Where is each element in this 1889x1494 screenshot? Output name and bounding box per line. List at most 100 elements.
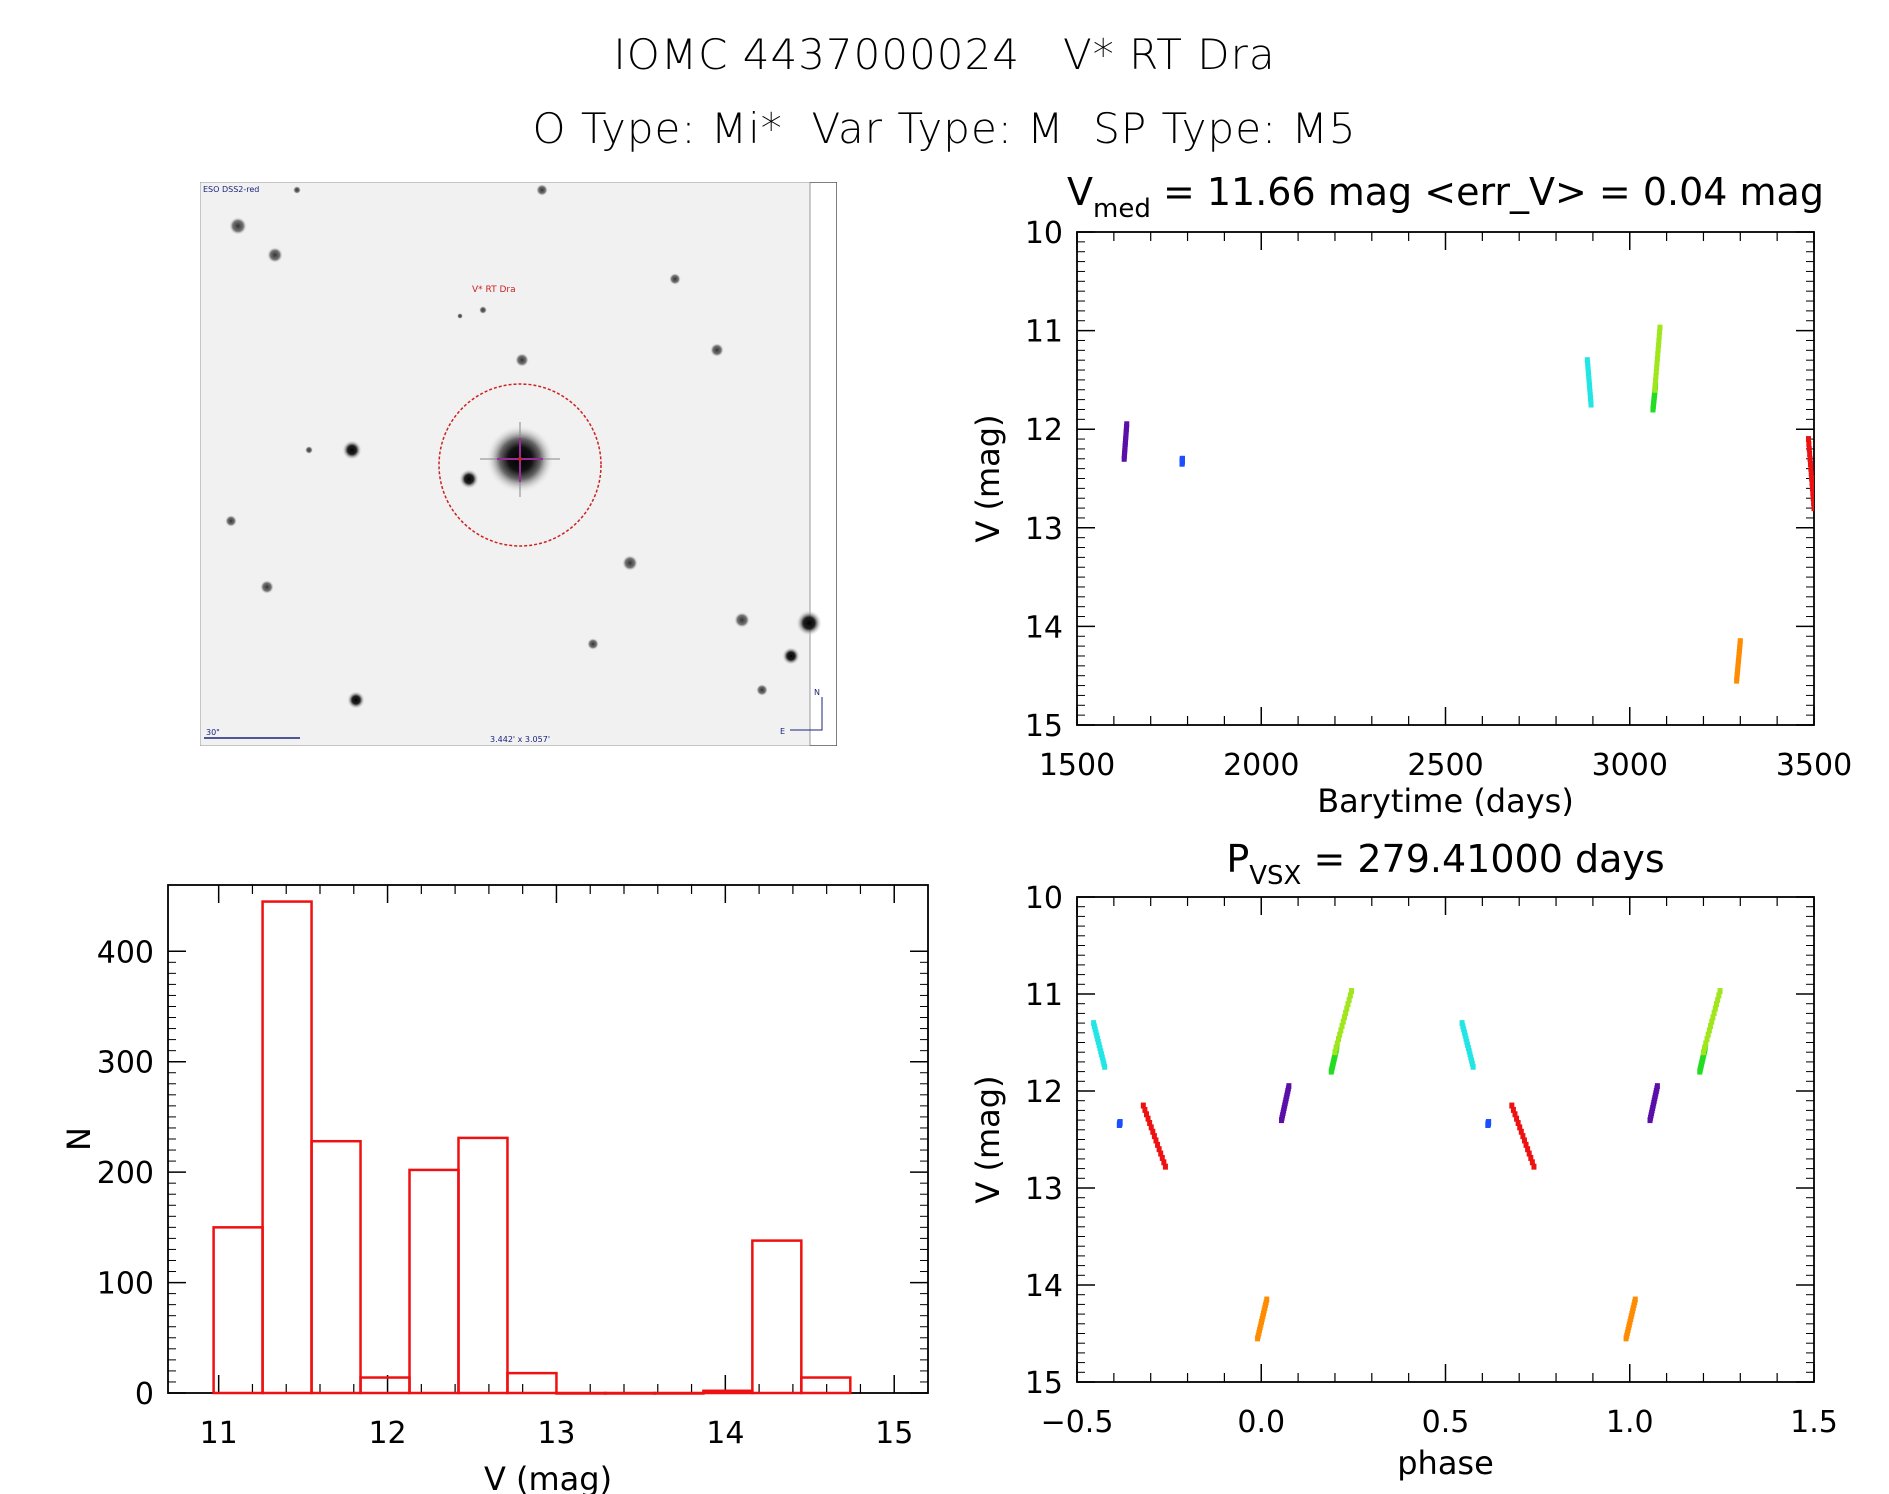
x-tick-label: 11 [200,1416,238,1451]
data-point [1523,1141,1529,1148]
y-tick-label: 14 [1025,610,1063,645]
data-point [1461,1026,1467,1033]
data-point [1808,470,1814,477]
data-point [1465,1045,1471,1052]
data-point [1708,1023,1714,1030]
data-point [1529,1159,1535,1166]
data-point [1462,1032,1468,1039]
data-point [1465,1041,1471,1048]
data-point [1156,1146,1162,1153]
data-point [1657,329,1663,336]
phased-chart: −0.5 0.0 0.5 1.0 1.5 10 11 12 13 14 15 phase V (mag)… [969,837,1838,1482]
data-point [1588,398,1594,405]
data-point [1712,1005,1718,1012]
data-point [1584,357,1590,364]
data-point [1143,1111,1149,1118]
data-point [1588,401,1594,408]
histogram-bar [359,1376,411,1395]
histogram-bar [457,1136,509,1395]
y-tick-label: 14 [1025,1269,1063,1304]
data-point [1515,1120,1521,1127]
x-tick-label: 13 [537,1416,575,1451]
data-point [1286,1083,1292,1090]
data-point [1091,1023,1097,1030]
x-tick-label: 3000 [1592,748,1668,783]
data-point [1586,376,1592,383]
y-tick-label: 100 [97,1267,154,1302]
data-point [1512,1111,1518,1118]
data-point [1095,1035,1101,1042]
finder-chart-image: ESO DSS2-red V* RT Dra 30" 3.442' x 3.05… [200,182,837,746]
y-axis-label: V (mag) [969,1075,1007,1203]
data-point [1585,360,1591,367]
data-points [1091,988,1723,1342]
data-point [1468,1054,1474,1061]
data-point [1528,1154,1534,1161]
compass-east-label: E [780,727,785,736]
data-point [1469,1060,1475,1067]
chart-title-subscript: VSX [1249,861,1301,891]
x-tick-label: 12 [368,1416,406,1451]
data-point [1586,379,1592,386]
data-point [1656,333,1662,340]
data-point [1705,1031,1711,1038]
y-axis-label: V (mag) [969,414,1007,542]
data-point [1514,1115,1520,1122]
data-point [1150,1128,1156,1135]
data-point [1463,1035,1469,1042]
data-point [1706,1027,1712,1034]
data-point [1093,1029,1099,1036]
data-point [1807,460,1813,467]
x-tick-label: 0.0 [1237,1405,1285,1440]
data-point [1102,1063,1108,1070]
data-point [1654,1083,1660,1090]
data-point [1811,500,1814,507]
data-point [1585,369,1591,376]
data-point [1142,1106,1148,1113]
y-tick-label: 11 [1025,978,1063,1013]
chart-title: Vmed = 11.66 mag <err_V> = 0.04 mag [1067,170,1824,224]
histogram-chart: 11 12 13 14 15 0 100 200 300 400 V (mag) N [60,884,929,1494]
data-point [1155,1141,1161,1148]
data-point [1806,445,1812,452]
data-point [1588,395,1594,402]
y-tick-label: 10 [1025,216,1063,251]
data-point [1346,996,1352,1003]
histogram-bar [310,1139,362,1395]
data-point [1092,1026,1098,1033]
data-point [1585,366,1591,373]
data-point [1460,1023,1466,1030]
data-point [1336,1036,1342,1043]
data-point [1140,1102,1146,1109]
data-point [1099,1054,1105,1061]
x-axis-label: phase [1397,1444,1494,1482]
data-point [1101,1060,1107,1067]
histogram-bar [555,1391,607,1395]
chart-title-rest: = 279.41000 days [1301,837,1664,881]
y-tick-label: 12 [1025,1075,1063,1110]
y-tick-label: 0 [135,1377,154,1412]
data-point [1464,1038,1470,1045]
data-point [1158,1150,1164,1157]
data-point [1809,485,1814,492]
data-point [1520,1133,1526,1140]
data-point [1656,337,1662,344]
x-tick-label: 0.5 [1422,1405,1470,1440]
target-star [480,422,560,497]
data-point [1095,1038,1101,1045]
compass-north-label: N [814,688,820,697]
fov-label: 3.442' x 3.057' [490,735,550,744]
data-point [1334,1040,1340,1047]
plot-frame [1076,231,1815,726]
x-tick-label: 3500 [1776,748,1852,783]
data-point [1340,1018,1346,1025]
y-tick-label: 13 [1025,512,1063,547]
data-point [1586,373,1592,380]
data-point [1655,351,1661,358]
x-tick-label: 1.0 [1606,1405,1654,1440]
data-point [1717,988,1723,995]
data-point [1806,440,1812,447]
plot-frame [167,884,929,1394]
data-point [1162,1163,1168,1170]
